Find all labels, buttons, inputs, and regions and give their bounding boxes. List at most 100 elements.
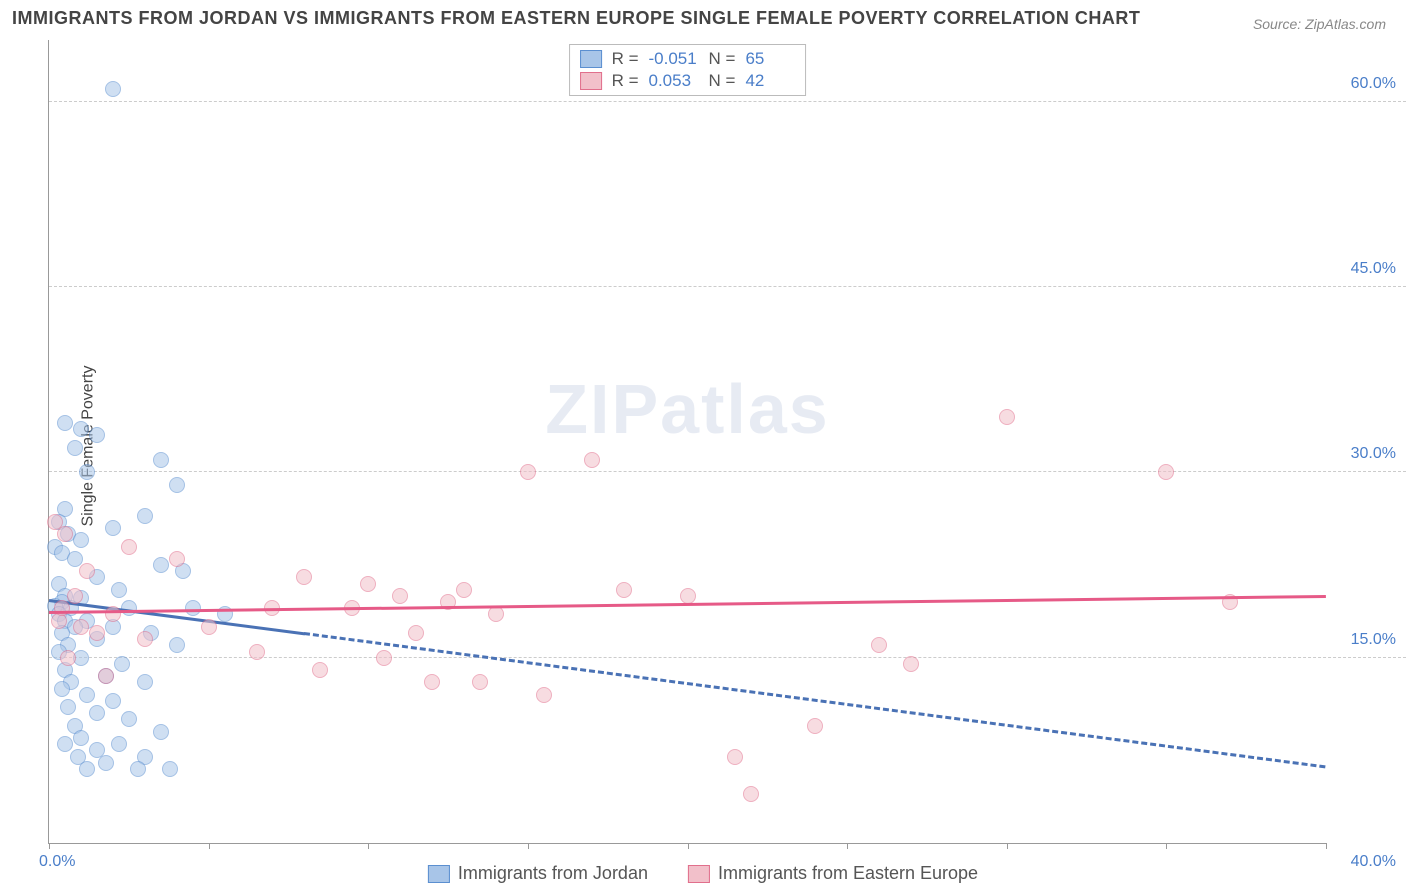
x-tick: [847, 843, 848, 849]
scatter-point: [73, 421, 89, 437]
scatter-point: [73, 532, 89, 548]
scatter-point: [153, 557, 169, 573]
scatter-point: [520, 464, 536, 480]
scatter-point: [54, 545, 70, 561]
scatter-point: [105, 619, 121, 635]
scatter-point: [137, 674, 153, 690]
n-label: N =: [709, 49, 736, 69]
scatter-point: [57, 613, 73, 629]
scatter-point: [105, 81, 121, 97]
scatter-point: [584, 452, 600, 468]
scatter-point: [296, 569, 312, 585]
scatter-point: [51, 514, 67, 530]
scatter-point: [98, 668, 114, 684]
scatter-point: [105, 520, 121, 536]
x-axis-max-label: 40.0%: [1351, 853, 1396, 871]
scatter-point: [360, 576, 376, 592]
scatter-point: [89, 427, 105, 443]
scatter-point: [79, 464, 95, 480]
scatter-point: [312, 662, 328, 678]
n-value-2: 42: [745, 71, 795, 91]
scatter-point: [456, 582, 472, 598]
x-tick: [49, 843, 50, 849]
n-label: N =: [709, 71, 736, 91]
x-tick: [1166, 843, 1167, 849]
swatch-pink-icon: [580, 72, 602, 90]
y-tick-label: 60.0%: [1351, 75, 1396, 93]
scatter-point: [114, 656, 130, 672]
scatter-point: [169, 637, 185, 653]
scatter-point: [79, 613, 95, 629]
stats-row-series1: R = -0.051 N = 65: [580, 49, 796, 69]
r-value-1: -0.051: [649, 49, 699, 69]
scatter-point: [60, 650, 76, 666]
trend-line: [49, 599, 305, 635]
scatter-point: [89, 631, 105, 647]
correlation-stats-box: R = -0.051 N = 65 R = 0.053 N = 42: [569, 44, 807, 96]
scatter-point: [121, 711, 137, 727]
y-tick-label: 30.0%: [1351, 445, 1396, 463]
scatter-point: [143, 625, 159, 641]
r-value-2: 0.053: [649, 71, 699, 91]
scatter-point: [57, 526, 73, 542]
legend-label-2: Immigrants from Eastern Europe: [718, 863, 978, 884]
scatter-point: [79, 687, 95, 703]
legend-swatch-pink-icon: [688, 865, 710, 883]
scatter-point: [871, 637, 887, 653]
scatter-point: [680, 588, 696, 604]
swatch-blue-icon: [580, 50, 602, 68]
scatter-point: [105, 693, 121, 709]
scatter-point: [727, 749, 743, 765]
y-tick-label: 15.0%: [1351, 631, 1396, 649]
scatter-point: [153, 452, 169, 468]
scatter-point: [472, 674, 488, 690]
scatter-point: [169, 477, 185, 493]
scatter-point: [137, 749, 153, 765]
source-label: Source: ZipAtlas.com: [1253, 16, 1386, 32]
r-label: R =: [612, 71, 639, 91]
x-axis-min-label: 0.0%: [39, 853, 75, 871]
scatter-point: [89, 742, 105, 758]
scatter-point: [57, 662, 73, 678]
scatter-point: [162, 761, 178, 777]
stats-row-series2: R = 0.053 N = 42: [580, 71, 796, 91]
scatter-point: [63, 674, 79, 690]
legend-item-2: Immigrants from Eastern Europe: [688, 863, 978, 884]
scatter-point: [376, 650, 392, 666]
scatter-point: [47, 539, 63, 555]
scatter-point: [130, 761, 146, 777]
scatter-point: [67, 619, 83, 635]
watermark-text: ZIPatlas: [545, 369, 829, 449]
scatter-point: [57, 415, 73, 431]
scatter-point: [999, 409, 1015, 425]
scatter-point: [175, 563, 191, 579]
trend-line: [49, 595, 1326, 614]
scatter-point: [111, 736, 127, 752]
scatter-point: [51, 576, 67, 592]
scatter-point: [488, 606, 504, 622]
scatter-point: [743, 786, 759, 802]
scatter-point: [70, 749, 86, 765]
scatter-point: [47, 514, 63, 530]
r-label: R =: [612, 49, 639, 69]
scatter-point: [60, 699, 76, 715]
trend-line: [304, 632, 1326, 768]
scatter-point: [73, 650, 89, 666]
scatter-point: [89, 705, 105, 721]
scatter-point: [89, 569, 105, 585]
scatter-point: [121, 539, 137, 555]
scatter-point: [137, 631, 153, 647]
scatter-point: [616, 582, 632, 598]
scatter-point: [137, 508, 153, 524]
scatter-point: [73, 730, 89, 746]
gridline: [49, 471, 1406, 472]
gridline: [49, 657, 1406, 658]
scatter-point: [98, 668, 114, 684]
legend-label-1: Immigrants from Jordan: [458, 863, 648, 884]
scatter-point: [60, 526, 76, 542]
scatter-point: [169, 551, 185, 567]
scatter-point: [89, 625, 105, 641]
scatter-point: [153, 724, 169, 740]
x-tick: [688, 843, 689, 849]
n-value-1: 65: [745, 49, 795, 69]
